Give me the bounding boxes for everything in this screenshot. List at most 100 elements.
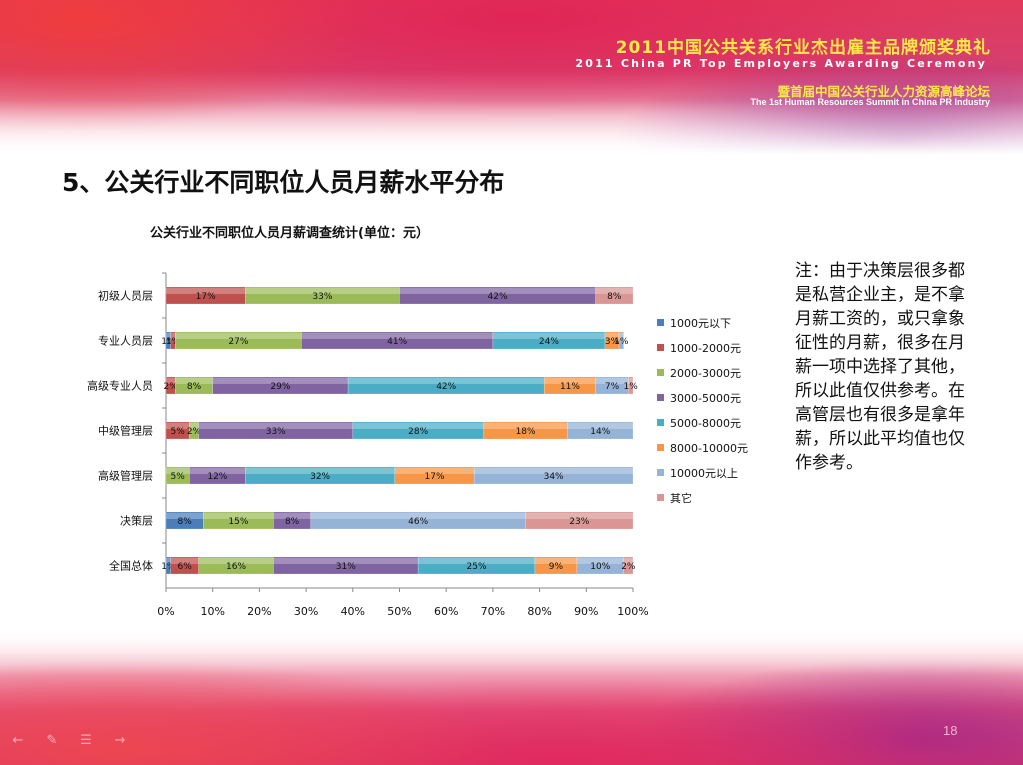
data-label: 41% <box>387 337 407 347</box>
data-label: 14% <box>590 427 610 437</box>
data-label: 27% <box>228 337 248 347</box>
bar-segment-highlight <box>348 378 545 384</box>
data-label: 1% <box>161 562 176 572</box>
arrow-left-icon[interactable]: ← <box>12 733 24 748</box>
data-label: 17% <box>425 472 445 482</box>
data-label: 28% <box>408 427 428 437</box>
legend-item: 3000-5000元 <box>657 385 748 410</box>
legend-label: 其它 <box>670 491 692 505</box>
chart-legend: 1000元以下 1000-2000元 2000-3000元 3000-5000元 500… <box>657 310 748 510</box>
data-label: 10% <box>590 562 610 572</box>
x-tick-label: 70% <box>481 605 505 618</box>
data-label: 31% <box>336 562 356 572</box>
bar-segment-highlight <box>170 333 176 339</box>
bar-segment-highlight <box>595 378 629 384</box>
x-tick-label: 20% <box>247 605 271 618</box>
data-label: 1% <box>166 337 181 347</box>
bar-segment <box>628 376 634 395</box>
bar-segment-highlight <box>399 288 596 294</box>
category-label: 中级管理层 <box>98 424 153 438</box>
bar-segment <box>595 286 634 305</box>
legend-label: 5000-8000元 <box>670 416 741 430</box>
bar-segment-highlight <box>170 558 199 564</box>
bar-segment-highlight <box>273 513 311 519</box>
legend-item: 其它 <box>657 485 748 510</box>
header-banner <box>0 0 1023 155</box>
footer-banner <box>0 630 1023 765</box>
legend-swatch <box>657 344 664 351</box>
x-tick-label: 80% <box>527 605 551 618</box>
pen-icon[interactable]: ✎ <box>46 733 58 748</box>
data-label: 1% <box>624 382 639 392</box>
data-label: 18% <box>516 427 536 437</box>
menu-icon[interactable]: ☰ <box>80 733 92 748</box>
data-label: 8% <box>187 382 202 392</box>
data-label: 17% <box>196 292 216 302</box>
bar-segment-highlight <box>525 513 633 519</box>
legend-swatch <box>657 494 664 501</box>
bar-segment-highlight <box>474 468 633 474</box>
data-label: 32% <box>310 472 330 482</box>
data-label: 46% <box>408 517 428 527</box>
data-label: 1% <box>161 337 176 347</box>
data-label: 6% <box>178 562 193 572</box>
legend-item: 10000元以上 <box>657 460 748 485</box>
data-label: 5% <box>171 427 186 437</box>
data-label: 16% <box>226 562 246 572</box>
bar-segment-highlight <box>245 468 395 474</box>
data-label: 42% <box>488 292 508 302</box>
data-label: 1% <box>614 337 629 347</box>
bar-segment-highlight <box>483 423 568 429</box>
category-label: 初级人员层 <box>98 289 153 303</box>
bar-segment-highlight <box>245 288 400 294</box>
bar-segment-highlight <box>418 558 535 564</box>
legend-label: 1000-2000元 <box>670 341 741 355</box>
data-label: 5% <box>171 472 186 482</box>
category-label: 全国总体 <box>109 559 153 573</box>
category-label: 高级专业人员 <box>87 379 153 393</box>
data-label: 9% <box>549 562 564 572</box>
bar-segment-highlight <box>595 288 633 294</box>
category-label: 高级管理层 <box>98 469 153 483</box>
arrow-right-icon[interactable]: → <box>114 733 126 748</box>
chart-title: 公关行业不同职位人员月薪调查统计(单位：元） <box>150 226 429 241</box>
legend-item: 1000-2000元 <box>657 335 748 360</box>
bar-segment-highlight <box>198 423 353 429</box>
x-tick-label: 40% <box>341 605 365 618</box>
x-tick-label: 0% <box>157 605 174 618</box>
bar-segment-highlight <box>203 513 274 519</box>
legend-swatch <box>657 444 664 451</box>
bar-segment-highlight <box>534 558 577 564</box>
legend-item: 2000-3000元 <box>657 360 748 385</box>
data-label: 24% <box>539 337 559 347</box>
bar-segment <box>473 466 634 485</box>
legend-item: 5000-8000元 <box>657 410 748 435</box>
legend-item: 8000-10000元 <box>657 435 748 460</box>
category-label: 决策层 <box>120 514 153 528</box>
event-subtitle: 2011 China PR Top Employers Awarding Cer… <box>575 57 987 70</box>
bar-segment <box>394 466 475 485</box>
bar-segment <box>618 331 624 350</box>
bar-segment-highlight <box>618 333 624 339</box>
x-tick-label: 10% <box>200 605 224 618</box>
bar-segment-highlight <box>175 378 213 384</box>
bar-segment-highlight <box>166 288 246 294</box>
bar-segment <box>623 556 634 575</box>
summit-title: 暨首届中国公关行业人力资源高峰论坛 <box>777 84 990 99</box>
bar-segment-highlight <box>623 558 633 564</box>
data-label: 25% <box>467 562 487 572</box>
data-label: 3% <box>605 337 620 347</box>
legend-label: 8000-10000元 <box>670 441 748 455</box>
bar-segment-highlight <box>352 423 484 429</box>
slideshow-nav: ← ✎ ☰ → <box>8 734 130 748</box>
bar-segment <box>310 511 526 530</box>
legend-swatch <box>657 469 664 476</box>
legend-swatch <box>657 394 664 401</box>
data-label: 8% <box>178 517 193 527</box>
legend-swatch <box>657 419 664 426</box>
data-label: 23% <box>569 517 589 527</box>
legend-swatch <box>657 319 664 326</box>
legend-label: 2000-3000元 <box>670 366 741 380</box>
bar-segment-highlight <box>310 513 526 519</box>
